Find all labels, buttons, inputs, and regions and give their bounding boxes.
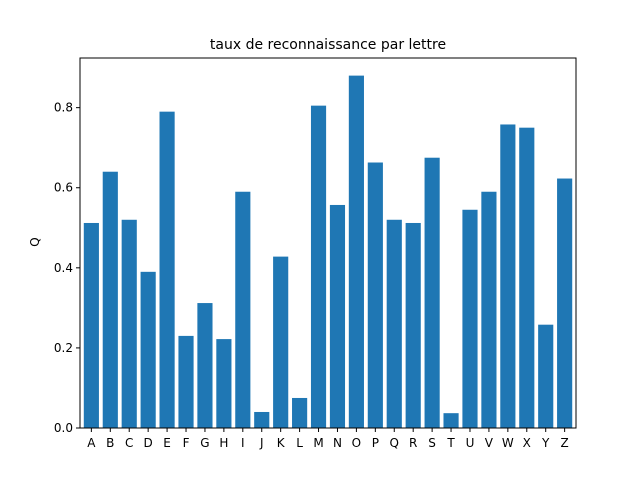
bar-C	[121, 219, 137, 428]
bar-D	[140, 271, 156, 428]
x-tick-label: J	[259, 436, 264, 450]
bars-layer	[83, 75, 573, 429]
bar-X	[519, 127, 535, 429]
x-tick-label: O	[352, 436, 361, 450]
bar-H	[216, 339, 232, 428]
x-tick-label: I	[241, 436, 245, 450]
x-tick-label: L	[296, 436, 303, 450]
x-tick-label: U	[466, 436, 475, 450]
y-axis: 0.0 0.2 0.4 0.6 0.8	[54, 101, 80, 435]
x-tick-label: H	[219, 436, 228, 450]
bar-P	[367, 162, 383, 428]
y-tick-label: 0.4	[54, 261, 73, 275]
x-tick-label: F	[183, 436, 190, 450]
bar-G	[197, 303, 213, 428]
x-tick-label: T	[446, 436, 455, 450]
bar-I	[235, 191, 251, 428]
y-tick-label: 0.6	[54, 181, 73, 195]
x-tick-label: K	[277, 436, 286, 450]
x-tick-label: Z	[561, 436, 569, 450]
bar-Z	[557, 178, 573, 428]
x-tick-label: N	[333, 436, 342, 450]
bar-E	[159, 111, 175, 428]
bar-S	[424, 157, 440, 428]
bar-A	[83, 222, 99, 428]
x-tick-label: P	[372, 436, 379, 450]
bar-T	[443, 413, 459, 428]
y-tick-label: 0.8	[54, 101, 73, 115]
x-tick-label: W	[502, 436, 514, 450]
x-tick-label: V	[485, 436, 494, 450]
x-tick-label: X	[523, 436, 531, 450]
x-tick-label: G	[200, 436, 209, 450]
y-axis-label: Q	[28, 237, 42, 246]
bar-V	[481, 191, 497, 428]
x-tick-label: B	[106, 436, 114, 450]
x-tick-label: M	[313, 436, 323, 450]
bar-J	[254, 411, 270, 428]
plot-frame	[79, 57, 577, 429]
bar-Q	[386, 219, 402, 428]
bar-O	[348, 75, 364, 429]
x-tick-label: Y	[541, 436, 550, 450]
x-tick-label: C	[125, 436, 133, 450]
chart-title: taux de reconnaissance par lettre	[210, 37, 446, 53]
x-tick-label: R	[409, 436, 417, 450]
x-tick-label: S	[428, 436, 436, 450]
bar-B	[102, 171, 118, 428]
bar-R	[405, 222, 421, 428]
x-tick-label: A	[87, 436, 96, 450]
bar-K	[273, 256, 289, 428]
bar-W	[500, 124, 516, 428]
bar-L	[292, 397, 308, 428]
x-tick-label: D	[144, 436, 153, 450]
bar-U	[462, 209, 478, 428]
y-tick-label: 0.2	[54, 341, 73, 355]
y-tick-label: 0.0	[54, 421, 73, 435]
bar-F	[178, 335, 194, 428]
bar-N	[329, 204, 346, 428]
bar-Y	[538, 324, 554, 428]
x-tick-label: Q	[390, 436, 399, 450]
bar-M	[310, 105, 327, 429]
x-tick-label: E	[163, 436, 171, 450]
